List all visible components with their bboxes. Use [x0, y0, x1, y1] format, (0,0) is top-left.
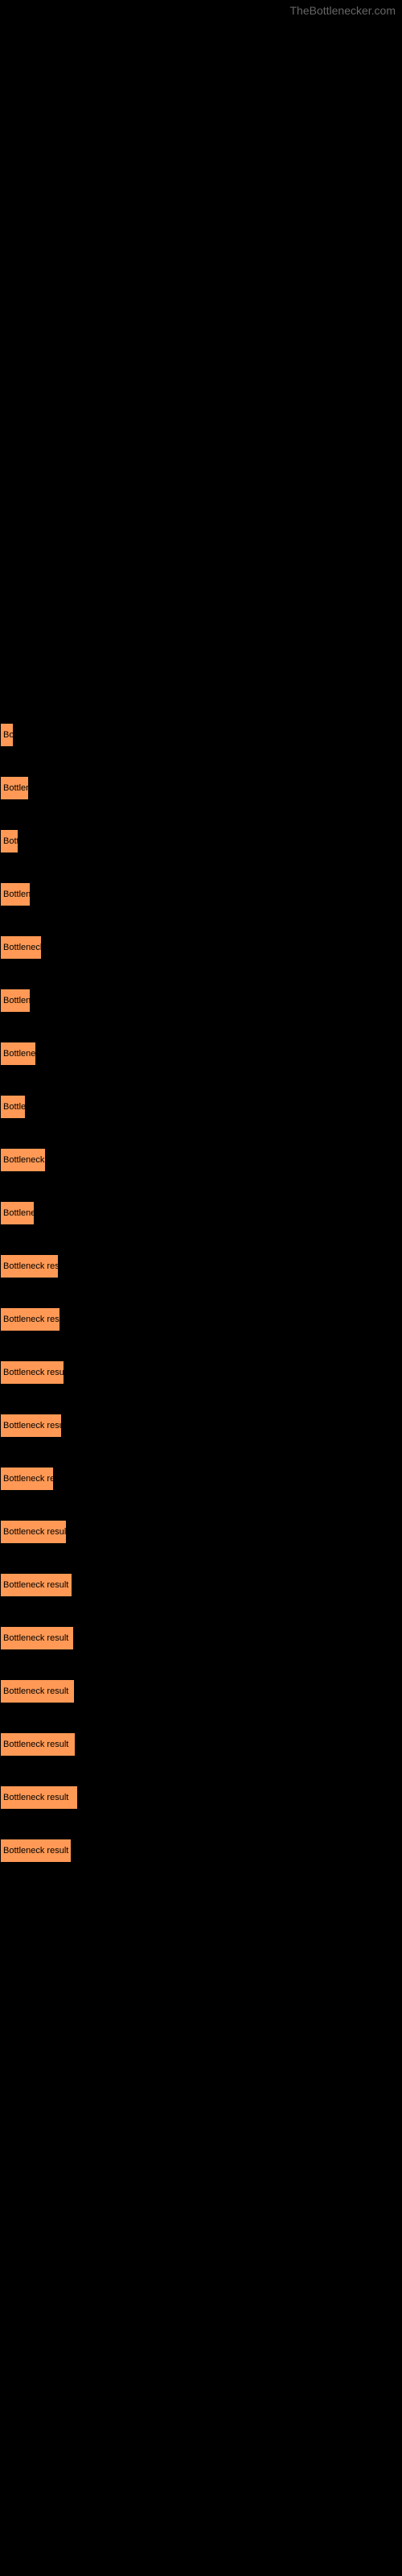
bar-row: Bottleneck	[0, 1027, 402, 1080]
bar-label: Bottlenec	[3, 1208, 35, 1218]
chart-bar: Bottlene	[0, 882, 31, 906]
bar-label: Bottlene	[3, 996, 31, 1005]
bar-row: Bottleneck result	[0, 1612, 402, 1665]
bar-row: Bottleneck result	[0, 1293, 402, 1346]
chart-bar: Bott	[0, 829, 18, 853]
chart-bar: Bottleneck result	[0, 1732, 76, 1757]
bar-label: Bottleneck result	[3, 1315, 60, 1324]
chart-bar: Bottleneck result	[0, 1626, 74, 1650]
bar-label: Bottleneck result	[3, 1527, 67, 1537]
chart-bar: Bottleneck result	[0, 1360, 64, 1385]
chart-bar: Bottleneck result	[0, 1839, 72, 1863]
bar-row: Bottleneck result	[0, 1771, 402, 1824]
bar-label: Bottleneck result	[3, 1633, 68, 1643]
chart-bar: Bottleneck result	[0, 1307, 60, 1331]
bar-row: Bottleneck result	[0, 1346, 402, 1399]
bar-label: Bottleneck result	[3, 1261, 59, 1271]
chart-container: Bo Bottlene Bott Bottlene Bottleneck r Bottle…	[0, 0, 402, 1893]
chart-bar: Bottleneck result	[0, 1785, 78, 1810]
bar-label: Bottlene	[3, 783, 29, 793]
bar-row: Bottlene	[0, 974, 402, 1027]
bar-row: Bottleneck result	[0, 1665, 402, 1718]
bar-row: Bottleneck result	[0, 1505, 402, 1558]
chart-bar: Bottler	[0, 1095, 26, 1119]
chart-bar: Bottleneck result	[0, 1679, 75, 1703]
bar-label: Bottleneck resu	[3, 1474, 54, 1484]
chart-bar: Bottleneck result	[0, 1254, 59, 1278]
bar-label: Bott	[3, 836, 18, 846]
chart-bar: Bottleneck resu	[0, 1467, 54, 1491]
bar-label: Bottleneck	[3, 1049, 36, 1059]
chart-bar: Bottleneck	[0, 1042, 36, 1066]
bar-row: Bottleneck re	[0, 1133, 402, 1187]
bar-row: Bo	[0, 708, 402, 762]
bar-label: Bottleneck result	[3, 1793, 68, 1802]
bar-label: Bottleneck result	[3, 1421, 62, 1430]
bar-label: Bottleneck result	[3, 1740, 68, 1749]
chart-bar: Bottlene	[0, 989, 31, 1013]
bar-label: Bo	[3, 730, 14, 740]
bar-label: Bottler	[3, 1102, 26, 1112]
chart-bar: Bottlenec	[0, 1201, 35, 1225]
bar-label: Bottlene	[3, 890, 31, 899]
chart-bar: Bottleneck result	[0, 1414, 62, 1438]
bar-row: Bottleneck result	[0, 1399, 402, 1452]
bar-row: Bottlene	[0, 762, 402, 815]
bar-row: Bott	[0, 815, 402, 868]
chart-bar: Bottleneck result	[0, 1520, 67, 1544]
chart-bar: Bottleneck r	[0, 935, 42, 960]
bar-label: Bottleneck re	[3, 1155, 46, 1165]
bar-row: Bottler	[0, 1080, 402, 1133]
chart-bar: Bottleneck result	[0, 1573, 72, 1597]
bar-row: Bottleneck resu	[0, 1452, 402, 1505]
bar-row: Bottlene	[0, 868, 402, 921]
bar-label: Bottleneck result	[3, 1686, 68, 1696]
bar-row: Bottleneck result	[0, 1824, 402, 1877]
bar-label: Bottleneck r	[3, 943, 42, 952]
chart-bar: Bo	[0, 723, 14, 747]
bar-row: Bottleneck result	[0, 1240, 402, 1293]
bar-row: Bottleneck result	[0, 1718, 402, 1771]
bar-label: Bottleneck result	[3, 1580, 68, 1590]
bar-label: Bottleneck result	[3, 1846, 68, 1856]
bar-row: Bottleneck r	[0, 921, 402, 974]
chart-bar: Bottlene	[0, 776, 29, 800]
bar-row: Bottleneck result	[0, 1558, 402, 1612]
bar-row: Bottlenec	[0, 1187, 402, 1240]
chart-bar: Bottleneck re	[0, 1148, 46, 1172]
bar-label: Bottleneck result	[3, 1368, 64, 1377]
